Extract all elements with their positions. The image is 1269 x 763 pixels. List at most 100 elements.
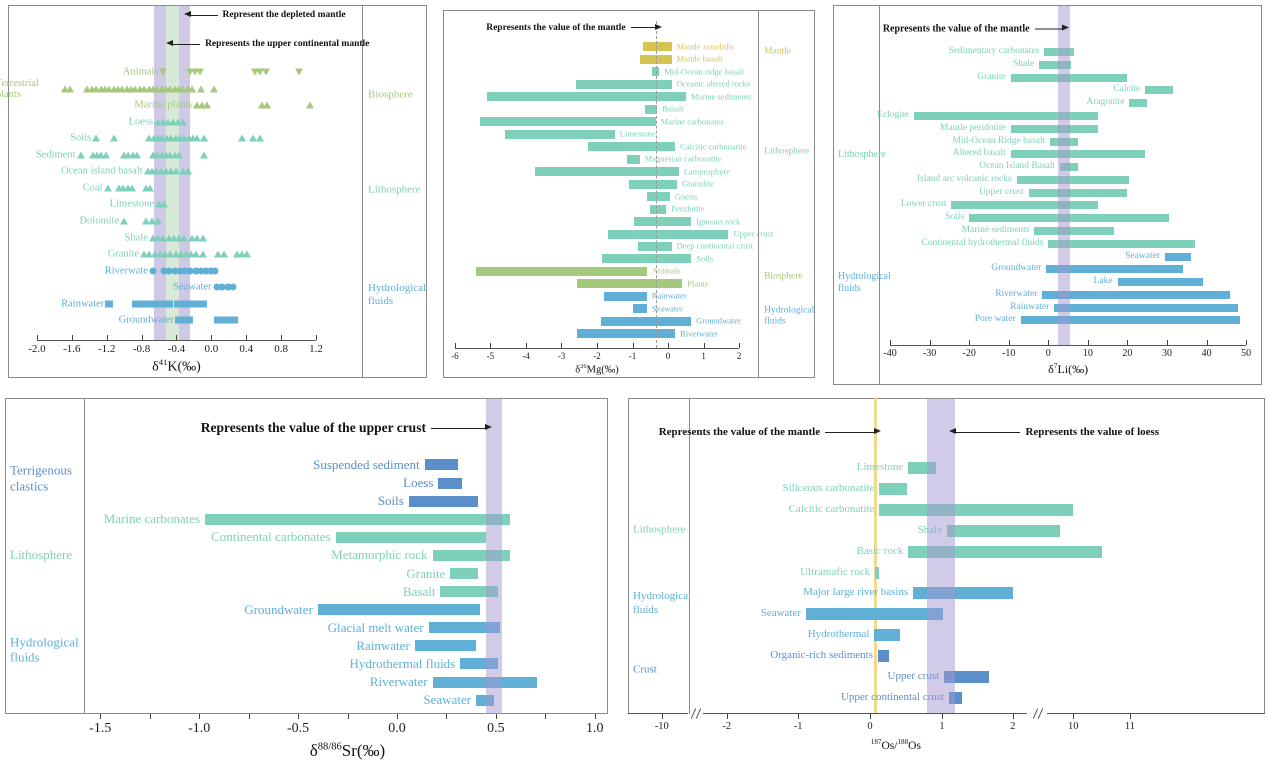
axis-tick-label: 1: [701, 350, 706, 361]
square-marker: [224, 316, 233, 324]
axis-tick-label: -3: [557, 350, 566, 361]
tri-up-marker: [144, 85, 153, 93]
circle-marker: [160, 267, 168, 275]
range-bar: [1016, 175, 1130, 184]
range-bar: [1117, 278, 1203, 287]
tri-up-marker: [101, 151, 110, 159]
axis-line: [454, 347, 740, 349]
circle-marker: [149, 267, 157, 275]
group-label: Mantle: [764, 46, 791, 57]
tri-up-marker: [167, 134, 176, 142]
tri-up-marker: [103, 184, 112, 192]
axis-title: δ41K(‰): [152, 356, 201, 375]
row-label: Mantle xenoliths: [676, 41, 734, 52]
group-label: Lithosphere: [10, 547, 73, 563]
axis-tick-label: -30: [922, 348, 937, 360]
row-label: Siliceous carbonatite: [782, 482, 875, 495]
tri-up-marker: [141, 217, 150, 225]
range-bar: [877, 650, 890, 663]
axis-tick-label: 10: [1082, 348, 1093, 360]
axis-tick: [561, 342, 563, 348]
row-label: Marine plants: [134, 99, 193, 111]
axis-tick: [281, 334, 283, 340]
range-bar: [634, 217, 692, 227]
tri-up-marker: [148, 217, 157, 225]
tri-up-marker: [199, 234, 208, 241]
tri-up-marker: [128, 151, 137, 159]
tri-up-marker: [169, 234, 178, 241]
range-bar: [450, 568, 479, 579]
axis-tick: [347, 714, 349, 719]
axis-break-mark: [695, 708, 702, 719]
row-label: Mantle peridotite: [940, 122, 1006, 133]
range-bar: [874, 629, 900, 642]
tri-up-marker: [119, 184, 128, 192]
annotation: Represents the value of the mantle: [883, 23, 1069, 34]
tri-up-marker: [148, 234, 157, 241]
row-label: Mid-Ocean Ridge basalt: [952, 135, 1046, 146]
row-label: Marine sediments: [961, 224, 1030, 235]
tri-up-marker: [256, 134, 265, 142]
group-label: Terrigenous clastics: [10, 462, 72, 493]
tri-up-marker: [66, 85, 75, 93]
square-marker: [158, 300, 167, 308]
circle-marker: [213, 283, 221, 291]
tri-down-marker: [190, 68, 199, 76]
tri-up-marker: [120, 217, 129, 225]
square-marker: [165, 300, 174, 308]
tri-up-marker: [162, 134, 171, 142]
row-label: Loess: [128, 116, 154, 128]
tri-up-marker: [127, 85, 136, 93]
range-bar: [913, 111, 1098, 120]
tri-up-marker: [175, 151, 184, 159]
axis-tick-label: -2.0: [28, 342, 46, 355]
row-label: Upper crust: [887, 670, 940, 683]
axis-tick: [176, 334, 178, 340]
arrow-right-icon: [630, 23, 662, 30]
row-label: Animals: [651, 265, 681, 276]
range-bar: [646, 192, 670, 202]
annotation-text: Represents the upper continental mantle: [205, 39, 370, 50]
group-label: Hydrological fluids: [764, 305, 815, 327]
tri-up-marker: [167, 167, 176, 175]
axis-tick-label: -0.5: [286, 721, 310, 736]
row-label: Limestone: [856, 461, 904, 474]
tri-up-marker: [214, 250, 223, 258]
row-label: Coal: [82, 182, 103, 194]
axis-tick: [248, 714, 250, 719]
square-marker: [142, 300, 151, 308]
row-label: Eclogite: [877, 110, 909, 120]
tri-up-marker: [164, 234, 173, 241]
circle-marker: [165, 267, 173, 275]
range-bar: [908, 545, 1102, 558]
axis-tick: [106, 334, 108, 340]
square-marker: [180, 316, 189, 324]
axis-tick: [1127, 340, 1129, 346]
tri-up-marker: [171, 134, 180, 142]
tri-up-marker: [161, 250, 170, 258]
tri-up-marker: [127, 184, 136, 192]
range-bar: [1039, 60, 1072, 69]
tri-up-marker: [92, 85, 101, 93]
row-label: Igneous rock: [696, 216, 741, 227]
axis-tick-label: -40: [883, 348, 897, 360]
tri-up-marker: [148, 151, 157, 159]
axis-tick-label: 0.8: [274, 342, 288, 355]
group-label: Lithosphere: [764, 146, 810, 157]
range-bar: [1034, 226, 1114, 235]
axis-tick-label: -4: [522, 350, 530, 361]
tri-up-marker: [183, 85, 192, 93]
range-bar: [1042, 290, 1231, 299]
row-label: Altered basalt: [952, 148, 1006, 159]
axis-tick-label: -1.0: [188, 721, 211, 736]
tri-up-marker: [196, 85, 205, 93]
tri-up-marker: [148, 85, 157, 93]
axis-tick-label: -10: [1002, 348, 1016, 360]
row-label: Magnesian carbonatite: [644, 153, 722, 164]
axis-tick-label: 0: [1045, 348, 1051, 360]
axis-tick-label: 2: [736, 350, 742, 361]
range-bar: [577, 329, 676, 339]
row-label: Limestone: [109, 198, 154, 210]
tri-up-marker: [180, 134, 189, 142]
tri-down-marker: [295, 68, 304, 76]
